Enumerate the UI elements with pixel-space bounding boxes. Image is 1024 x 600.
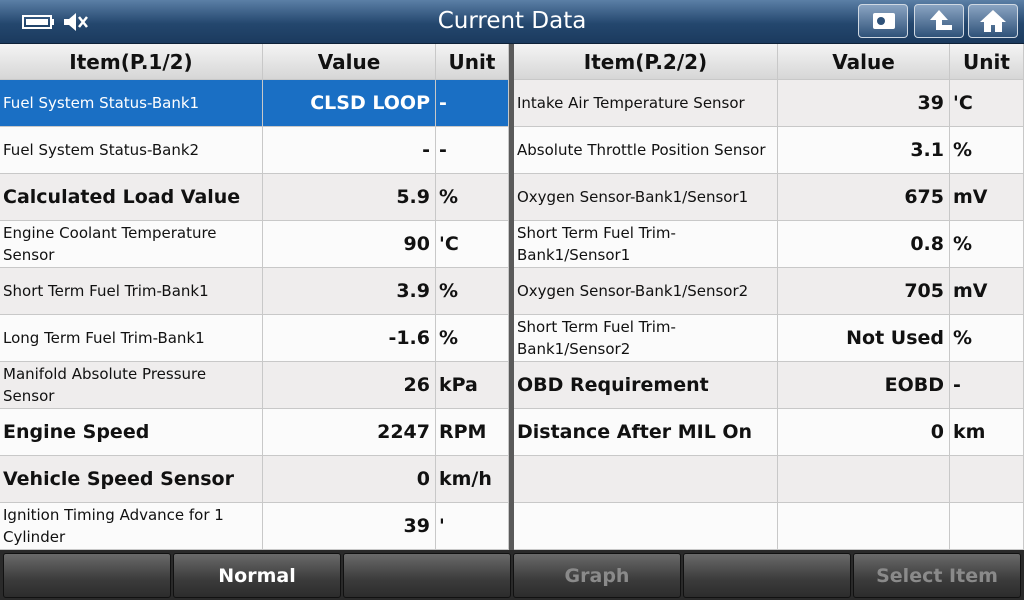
toolbar: Normal Graph Select Item xyxy=(0,550,1024,600)
unit-cell[interactable]: 'C xyxy=(436,221,509,268)
unit-cell[interactable]: - xyxy=(950,362,1024,409)
item-cell[interactable]: Oxygen Sensor-Bank1/Sensor1 xyxy=(514,174,778,221)
empty-cell xyxy=(778,456,950,503)
unit-cell[interactable]: RPM xyxy=(436,409,509,456)
value-cell[interactable]: Not Used xyxy=(778,315,950,362)
column-header: Item(P.1/2) xyxy=(0,44,263,80)
value-cell[interactable]: 0 xyxy=(778,409,950,456)
unit-cell[interactable]: - xyxy=(436,80,509,127)
item-cell[interactable]: Short Term Fuel Trim-Bank1 xyxy=(0,268,263,315)
column-header: Value xyxy=(778,44,950,80)
unit-cell[interactable]: km xyxy=(950,409,1024,456)
item-cell[interactable]: Manifold Absolute Pressure Sensor xyxy=(0,362,263,409)
value-cell[interactable]: - xyxy=(263,127,436,174)
empty-cell xyxy=(950,456,1024,503)
value-cell[interactable]: 705 xyxy=(778,268,950,315)
value-cell[interactable]: EOBD xyxy=(778,362,950,409)
value-cell[interactable]: -1.6 xyxy=(263,315,436,362)
item-cell[interactable]: Engine Coolant Temperature Sensor xyxy=(0,221,263,268)
empty-cell xyxy=(950,503,1024,550)
value-cell[interactable]: 3.9 xyxy=(263,268,436,315)
unit-cell[interactable]: % xyxy=(436,174,509,221)
table-divider xyxy=(509,44,514,550)
empty-cell xyxy=(514,503,778,550)
home-button[interactable] xyxy=(968,4,1018,38)
item-cell[interactable]: Absolute Throttle Position Sensor xyxy=(514,127,778,174)
item-cell[interactable]: Short Term Fuel Trim-Bank1/Sensor2 xyxy=(514,315,778,362)
header-bar: Current Data xyxy=(0,0,1024,44)
item-cell[interactable]: Fuel System Status-Bank1 xyxy=(0,80,263,127)
value-cell[interactable]: 2247 xyxy=(263,409,436,456)
status-icons xyxy=(22,13,88,31)
value-cell[interactable]: 5.9 xyxy=(263,174,436,221)
unit-cell[interactable]: % xyxy=(436,315,509,362)
item-cell[interactable]: Distance After MIL On xyxy=(514,409,778,456)
item-cell[interactable]: Engine Speed xyxy=(0,409,263,456)
item-cell[interactable]: Ignition Timing Advance for 1 Cylinder xyxy=(0,503,263,550)
value-cell[interactable]: 90 xyxy=(263,221,436,268)
unit-cell[interactable]: % xyxy=(950,127,1024,174)
unit-cell[interactable]: mV xyxy=(950,174,1024,221)
value-cell[interactable]: 26 xyxy=(263,362,436,409)
title: Current Data xyxy=(437,8,587,34)
unit-cell[interactable]: % xyxy=(950,221,1024,268)
unit-cell[interactable]: km/h xyxy=(436,456,509,503)
column-header: Value xyxy=(263,44,436,80)
back-button[interactable] xyxy=(914,4,964,38)
toolbar-button: Select Item xyxy=(853,553,1021,598)
empty-button xyxy=(683,553,851,598)
item-cell[interactable]: Short Term Fuel Trim-Bank1/Sensor1 xyxy=(514,221,778,268)
value-cell[interactable]: 3.1 xyxy=(778,127,950,174)
unit-cell[interactable]: % xyxy=(950,315,1024,362)
value-cell[interactable]: 675 xyxy=(778,174,950,221)
unit-cell[interactable]: % xyxy=(436,268,509,315)
toolbar-button[interactable]: Normal xyxy=(173,553,341,598)
column-header: Item(P.2/2) xyxy=(514,44,778,80)
unit-cell[interactable]: ' xyxy=(436,503,509,550)
column-header: Unit xyxy=(436,44,509,80)
value-cell[interactable]: 39 xyxy=(778,80,950,127)
unit-cell[interactable]: - xyxy=(436,127,509,174)
column-header: Unit xyxy=(950,44,1024,80)
item-cell[interactable]: Intake Air Temperature Sensor xyxy=(514,80,778,127)
empty-button xyxy=(3,553,171,598)
report-button[interactable] xyxy=(858,4,908,38)
unit-cell[interactable]: 'C xyxy=(950,80,1024,127)
value-cell[interactable]: 39 xyxy=(263,503,436,550)
item-cell[interactable]: Long Term Fuel Trim-Bank1 xyxy=(0,315,263,362)
value-cell[interactable]: 0.8 xyxy=(778,221,950,268)
item-cell[interactable]: OBD Requirement xyxy=(514,362,778,409)
empty-cell xyxy=(514,456,778,503)
item-cell[interactable]: Fuel System Status-Bank2 xyxy=(0,127,263,174)
value-cell[interactable]: CLSD LOOP xyxy=(263,80,436,127)
item-cell[interactable]: Oxygen Sensor-Bank1/Sensor2 xyxy=(514,268,778,315)
unit-cell[interactable]: kPa xyxy=(436,362,509,409)
unit-cell[interactable]: mV xyxy=(950,268,1024,315)
value-cell[interactable]: 0 xyxy=(263,456,436,503)
item-cell[interactable]: Calculated Load Value xyxy=(0,174,263,221)
empty-cell xyxy=(778,503,950,550)
toolbar-button: Graph xyxy=(513,553,681,598)
item-cell[interactable]: Vehicle Speed Sensor xyxy=(0,456,263,503)
empty-button xyxy=(343,553,511,598)
